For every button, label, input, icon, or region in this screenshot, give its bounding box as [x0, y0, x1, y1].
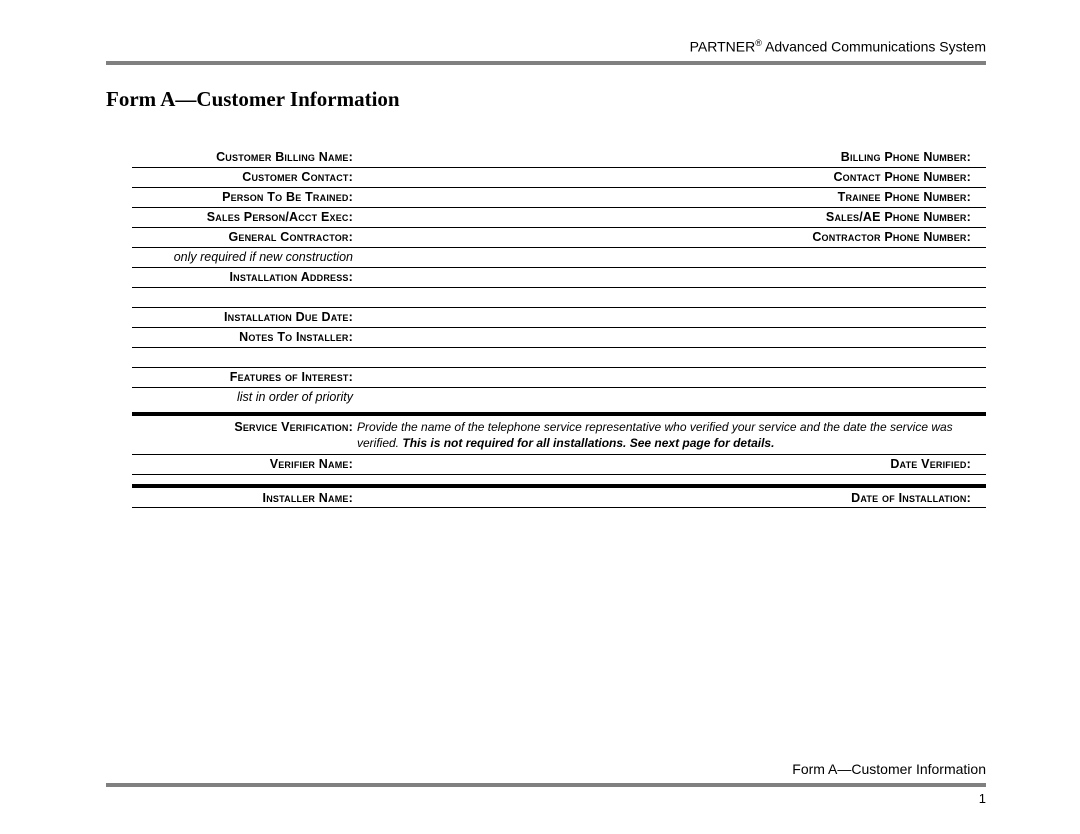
value-features-interest [357, 367, 986, 387]
label-customer-billing-name: Customer Billing Name: [132, 148, 357, 168]
label-date-verified: Date Verified: [527, 454, 975, 474]
value-sales-person [357, 207, 527, 227]
row-notes-installer-2 [132, 347, 986, 367]
row-verifier: Verifier Name: Date Verified: [132, 454, 986, 474]
row-service-verification: Service Verification: Provide the name o… [132, 416, 986, 454]
label-sales-phone: Sales/AE Phone Number: [527, 207, 975, 227]
row-note-priority: list in order of priority [132, 387, 986, 412]
header-brand: PARTNER [690, 39, 756, 55]
service-verification-instructions: Provide the name of the telephone servic… [357, 416, 986, 454]
row-install-address-2 [132, 287, 986, 307]
row-features: Features of Interest: [132, 367, 986, 387]
value-date-verified [975, 454, 986, 474]
value-customer-contact [357, 167, 527, 187]
row-sales: Sales Person/Acct Exec: Sales/AE Phone N… [132, 207, 986, 227]
registered-mark: ® [755, 38, 762, 48]
label-person-trained: Person To Be Trained: [132, 187, 357, 207]
footer: Form A—Customer Information 1 [106, 761, 986, 806]
value-billing-phone [975, 148, 986, 168]
row-installer: Installer Name: Date of Installation: [132, 488, 986, 508]
label-notes-installer: Notes To Installer: [132, 327, 357, 347]
form-area: Customer Billing Name: Billing Phone Num… [132, 148, 986, 508]
sv-instr-bold: This is not required for all installatio… [402, 436, 774, 450]
label-service-verification: Service Verification: [132, 416, 357, 454]
value-notes-installer-2 [357, 347, 986, 367]
label-features-interest: Features of Interest: [132, 367, 357, 387]
page-number: 1 [106, 791, 986, 806]
label-customer-contact: Customer Contact: [132, 167, 357, 187]
label-trainee-phone: Trainee Phone Number: [527, 187, 975, 207]
page-title: Form A—Customer Information [106, 87, 986, 112]
value-verifier-name [357, 454, 527, 474]
label-date-installation: Date of Installation: [527, 488, 975, 508]
customer-info-table: Customer Billing Name: Billing Phone Num… [132, 148, 986, 508]
label-installation-due-date: Installation Due Date: [132, 307, 357, 327]
row-trainee: Person To Be Trained: Trainee Phone Numb… [132, 187, 986, 207]
value-notes-installer-1 [357, 327, 986, 347]
footer-rule [106, 783, 986, 787]
label-contact-phone: Contact Phone Number: [527, 167, 975, 187]
value-general-contractor [357, 227, 527, 247]
label-installer-name: Installer Name: [132, 488, 357, 508]
row-due-date: Installation Due Date: [132, 307, 986, 327]
value-installation-address-2 [357, 287, 986, 307]
value-trainee-phone [975, 187, 986, 207]
note-new-construction: only required if new construction [132, 247, 357, 267]
footer-title: Form A—Customer Information [106, 761, 986, 777]
row-notes-installer-1: Notes To Installer: [132, 327, 986, 347]
value-installer-name [357, 488, 527, 508]
label-general-contractor: General Contractor: [132, 227, 357, 247]
row-billing: Customer Billing Name: Billing Phone Num… [132, 148, 986, 168]
value-person-trained [357, 187, 527, 207]
label-verifier-name: Verifier Name: [132, 454, 357, 474]
row-contact: Customer Contact: Contact Phone Number: [132, 167, 986, 187]
value-installation-due-date [357, 307, 986, 327]
header-product-line: PARTNER® Advanced Communications System [106, 38, 986, 55]
value-contact-phone [975, 167, 986, 187]
header-rule [106, 61, 986, 65]
label-sales-person: Sales Person/Acct Exec: [132, 207, 357, 227]
label-billing-phone: Billing Phone Number: [527, 148, 975, 168]
row-gap [132, 474, 986, 484]
row-install-address-1: Installation Address: [132, 267, 986, 287]
label-contractor-phone: Contractor Phone Number: [527, 227, 975, 247]
header-product: Advanced Communications System [765, 39, 986, 55]
value-contractor-phone [975, 227, 986, 247]
value-installation-address-1 [357, 267, 986, 287]
page: PARTNER® Advanced Communications System … [0, 0, 1080, 834]
row-contractor: General Contractor: Contractor Phone Num… [132, 227, 986, 247]
row-note-construction: only required if new construction [132, 247, 986, 267]
value-sales-phone [975, 207, 986, 227]
value-date-installation [975, 488, 986, 508]
note-priority: list in order of priority [132, 387, 357, 412]
value-customer-billing-name [357, 148, 527, 168]
label-installation-address: Installation Address: [132, 267, 357, 287]
